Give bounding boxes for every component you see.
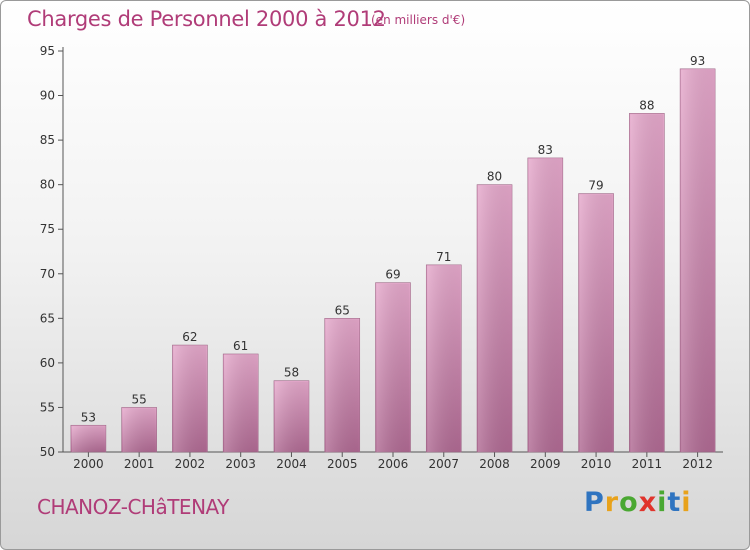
x-tick-label: 2000: [73, 457, 104, 471]
data-label: 69: [385, 268, 400, 282]
y-tick-label: 55: [40, 400, 55, 414]
bar-highlight: [173, 346, 207, 452]
y-tick-label: 95: [40, 44, 55, 58]
y-tick-label: 60: [40, 356, 55, 370]
y-tick-label: 85: [40, 133, 55, 147]
bar-highlight: [274, 381, 308, 452]
x-tick-label: 2009: [530, 457, 561, 471]
data-label: 65: [335, 303, 350, 317]
bar-highlight: [427, 265, 461, 452]
proxiti-logo[interactable]: Proxiti: [584, 487, 692, 518]
bar-highlight: [630, 114, 664, 452]
x-tick-label: 2006: [378, 457, 409, 471]
bar-highlight: [376, 283, 410, 452]
data-label: 88: [639, 98, 654, 112]
bar-highlight: [579, 194, 613, 453]
x-tick-label: 2004: [276, 457, 307, 471]
bar-highlight: [325, 319, 359, 452]
chart-subtitle: (en milliers d'€): [371, 13, 466, 27]
chart-title: Charges de Personnel 2000 à 2012: [27, 7, 386, 31]
x-tick-label: 2001: [124, 457, 155, 471]
bar-highlight: [478, 185, 512, 452]
x-tick-label: 2008: [479, 457, 510, 471]
y-tick-label: 65: [40, 311, 55, 325]
x-tick-label: 2010: [581, 457, 612, 471]
logo-letter: P: [584, 487, 605, 518]
data-label: 58: [284, 366, 299, 380]
data-label: 62: [182, 330, 197, 344]
y-tick-label: 70: [40, 267, 55, 281]
y-tick-label: 50: [40, 445, 55, 459]
data-label: 80: [487, 170, 502, 184]
logo-letter: t: [667, 487, 682, 518]
axes-group: 50 55 60 65 70 75 80 85 90 95: [40, 44, 723, 459]
data-label: 71: [436, 250, 451, 264]
data-label: 83: [538, 143, 553, 157]
x-tick-label: 2005: [327, 457, 358, 471]
commune-name: CHANOZ-CHâTENAY: [37, 495, 229, 519]
data-label: 61: [233, 339, 248, 353]
logo-letter: i: [657, 487, 668, 518]
x-tick-label: 2007: [428, 457, 459, 471]
bar-highlight: [122, 408, 156, 452]
data-label: 79: [588, 179, 603, 193]
x-tick-label: 2003: [225, 457, 256, 471]
bar-highlight: [224, 354, 258, 452]
y-tick-label: 80: [40, 178, 55, 192]
logo-letter: x: [638, 487, 658, 518]
y-tick-label: 75: [40, 222, 55, 236]
data-label: 55: [132, 392, 147, 406]
logo-letter: r: [604, 487, 620, 518]
data-label: 53: [81, 410, 96, 424]
bar-highlight: [71, 426, 105, 452]
bar-highlight: [528, 158, 562, 452]
data-label: 93: [690, 54, 705, 68]
logo-letter: o: [619, 487, 639, 518]
x-tick-label: 2002: [175, 457, 206, 471]
y-tick-label: 90: [40, 89, 55, 103]
x-tick-label: 2012: [682, 457, 713, 471]
bars-group: [70, 68, 716, 453]
logo-letter: i: [681, 487, 692, 518]
bar-highlight: [681, 69, 715, 453]
x-tick-label: 2011: [632, 457, 663, 471]
labels-group: 2000 53 2001 55 2002 62 2003 61 2004 58 2005 65 2006…: [73, 54, 713, 471]
